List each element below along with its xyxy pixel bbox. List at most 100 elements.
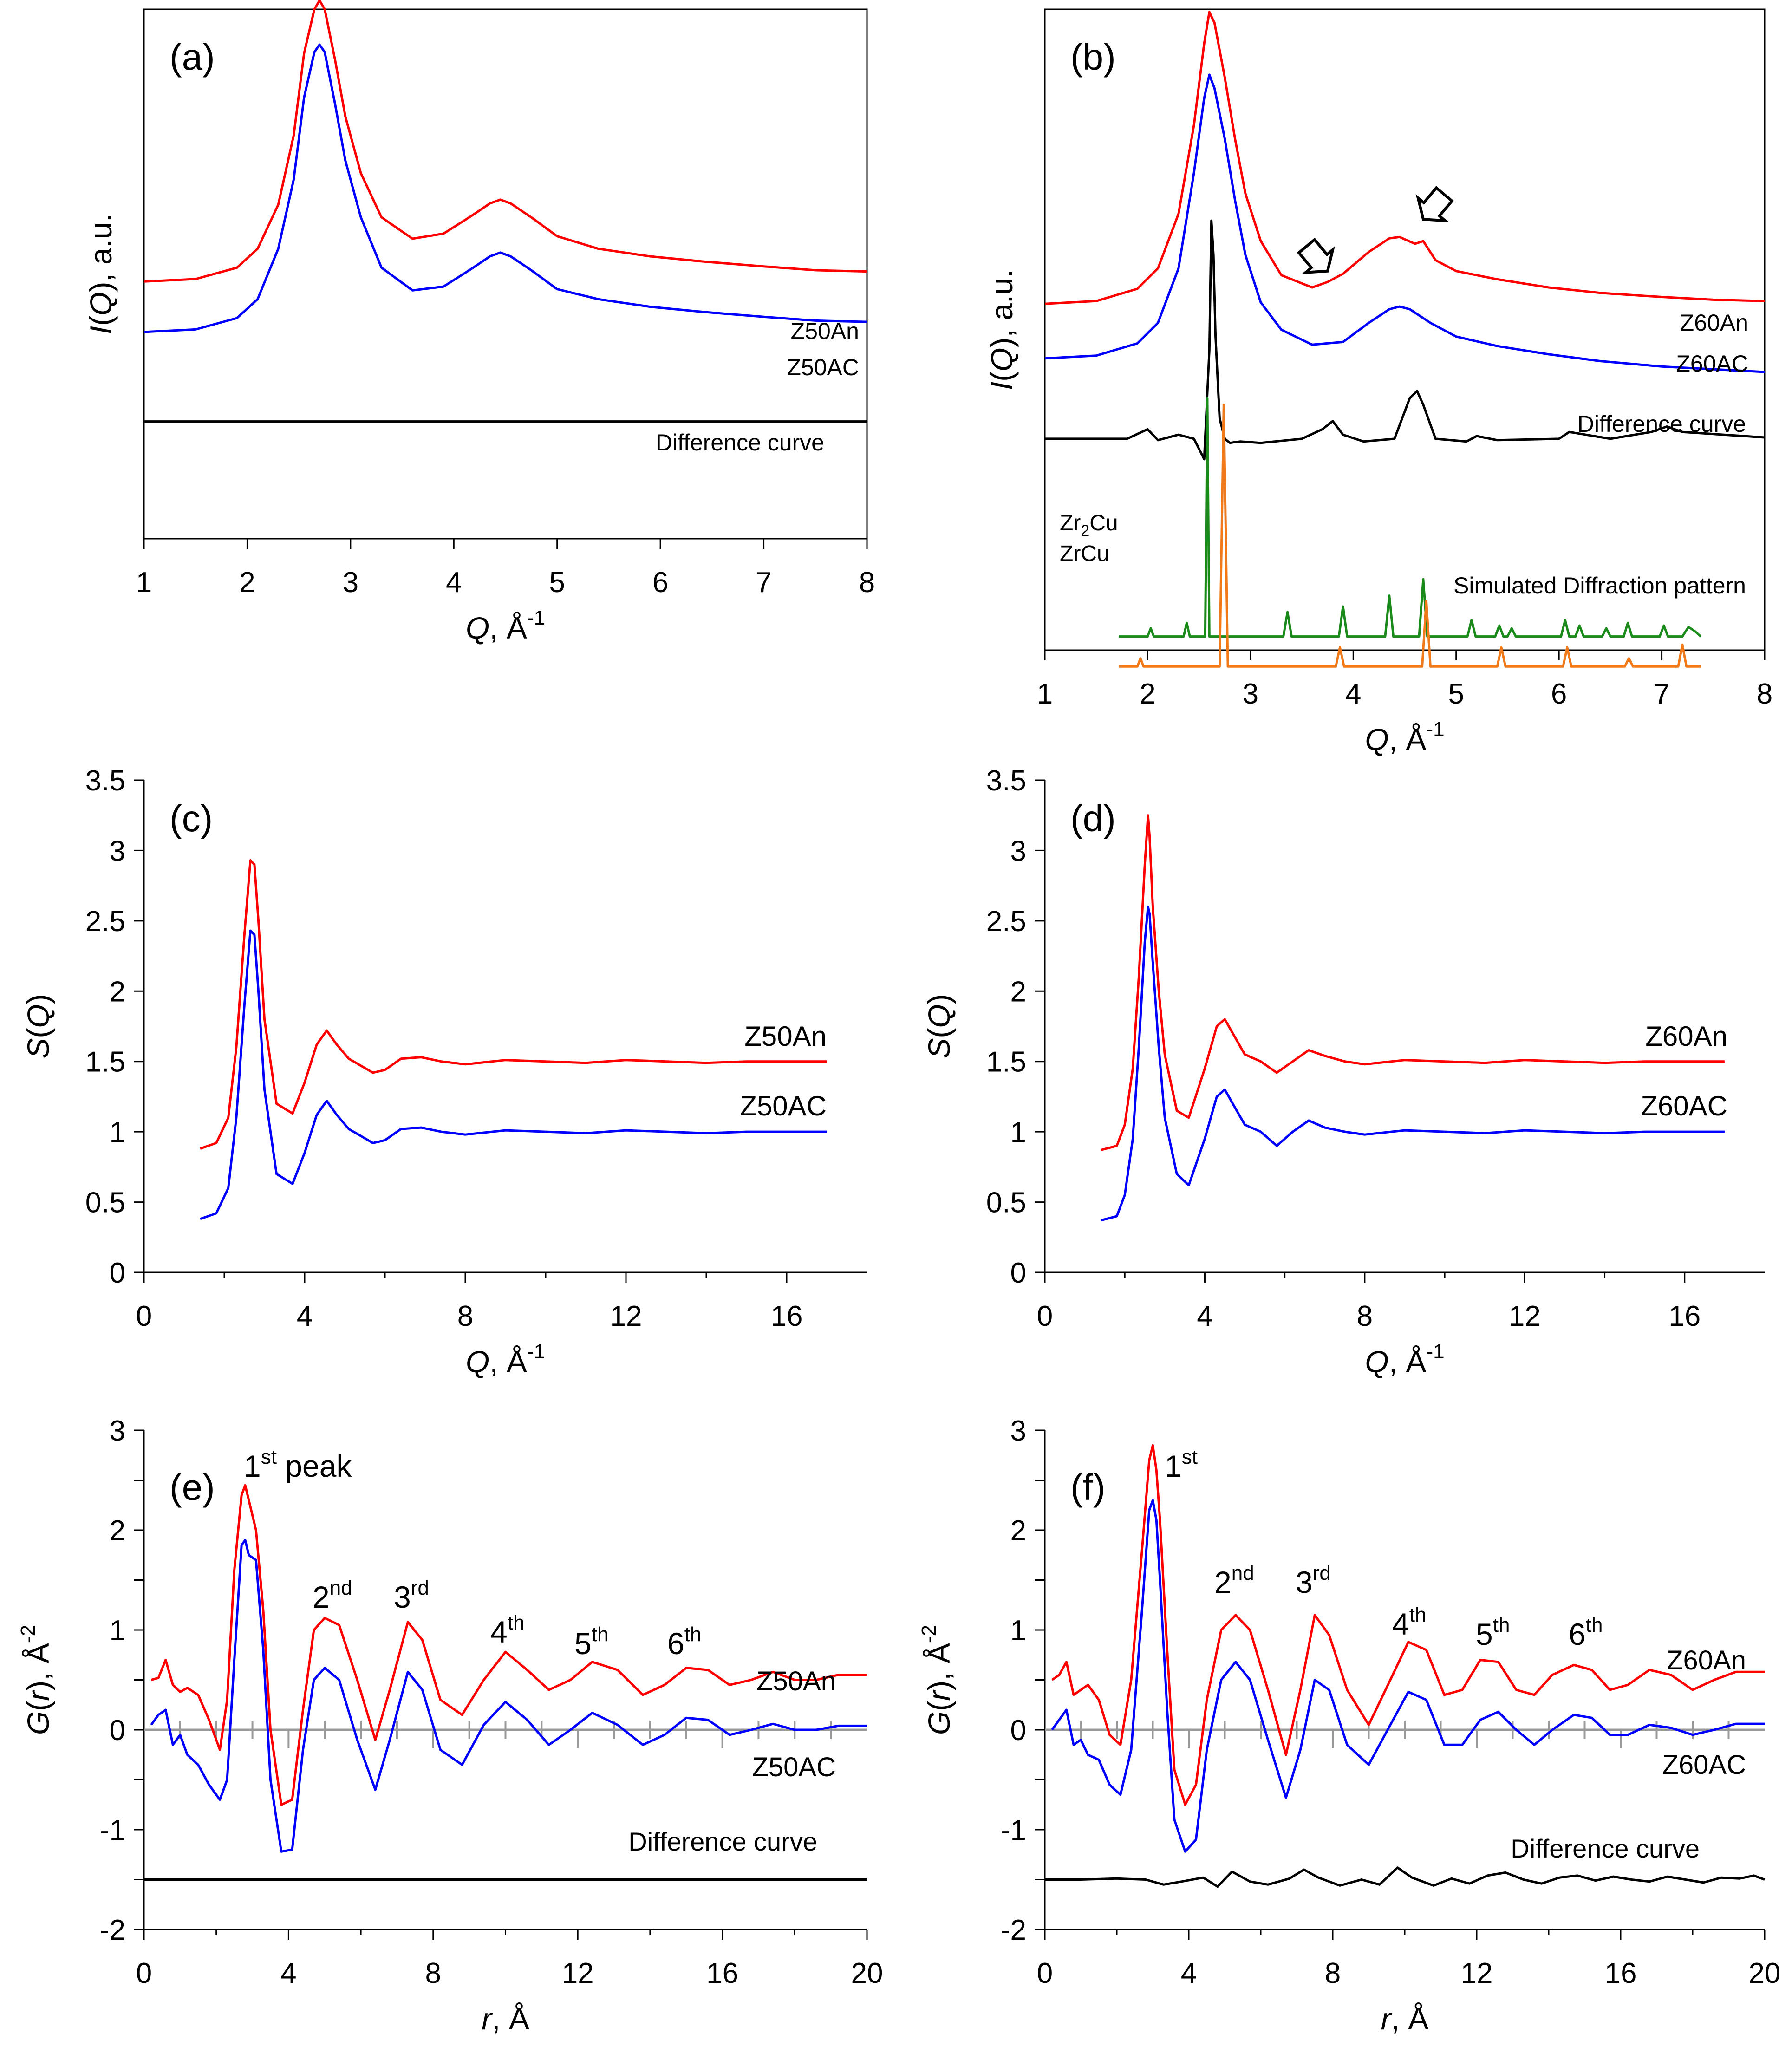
x-tick-label-c: 4 [297, 1300, 313, 1332]
label-z60an: Z60An [1680, 310, 1748, 336]
x-tick-label-d: 4 [1197, 1300, 1212, 1332]
x-tick-label-f: 20 [1749, 1957, 1781, 1989]
x-tick-label-f: 0 [1037, 1957, 1053, 1989]
peak-label-3rd: 3rd [394, 1577, 429, 1614]
panel-label-e: (e) [169, 1467, 215, 1508]
x-tick-label-e: 4 [280, 1957, 296, 1989]
peak-label-5th: 5th [1476, 1614, 1510, 1651]
y-tick-label-c: 2.5 [85, 906, 125, 938]
y-tick-label-c: 2 [110, 976, 125, 1008]
y-axis-title-c: S(Q) [21, 994, 55, 1058]
series-a-z50an [143, 0, 867, 283]
label-z50an: Z50An [756, 1666, 836, 1696]
panel-label-d: (d) [1070, 798, 1116, 839]
peak-label-4th: 4th [1392, 1604, 1426, 1641]
panel-a: 1 2 3 4 5 6 7 8 (a) Q, Å-1 I(Q), a.u. Z50An Z50AC Dif… [84, 0, 875, 645]
y-axis-title-f: G(r), Å-2 [918, 1625, 956, 1735]
x-tick-label-e: 16 [706, 1957, 738, 1989]
series-b-zr2cu [1119, 397, 1702, 638]
x-axis-title-f: r, Å [1381, 2001, 1429, 2036]
y-tick-label-e: 3 [110, 1415, 125, 1447]
y-tick-label-d: 0 [1010, 1257, 1026, 1289]
peak-label-5th: 5th [574, 1623, 608, 1661]
y-tick-label-e: 1 [110, 1615, 125, 1647]
peak-label-4th: 4th [490, 1611, 524, 1649]
panel-d: 0 4 8 12 16 0 0.5 1 1.5 2 2.5 3 3.5 (d) Q, Å-1 S(Q) Z60A… [922, 765, 1765, 1379]
x-tick-label-a: 4 [446, 567, 462, 599]
y-tick-label-c: 3 [110, 835, 125, 867]
label-z50ac: Z50AC [787, 354, 859, 380]
x-tick-label-b: 7 [1654, 678, 1669, 710]
label-zr2cu: Zr2Cu [1060, 511, 1118, 540]
y-tick-label-c: 0.5 [85, 1187, 125, 1219]
series-e-z50ac [150, 1539, 867, 1853]
x-tick-label-a: 8 [859, 567, 875, 599]
peak-label-3rd: 3rd [1296, 1562, 1331, 1599]
panel-label-a: (a) [169, 36, 215, 78]
peak-label-1st: 1st peak [244, 1446, 352, 1483]
series-a-z50ac [143, 43, 867, 333]
panel-c: 0 4 8 12 16 0 0.5 1 1.5 2 2.5 3 3.5 (c) Q, Å-1 S(Q) Z50A… [21, 765, 867, 1379]
series-f-z60an [1051, 1444, 1765, 1806]
x-tick-label-a: 2 [239, 567, 255, 599]
x-axis-title-d: Q, Å-1 [1365, 1340, 1444, 1379]
y-tick-label-c: 0 [110, 1257, 125, 1289]
x-tick-label-b: 1 [1037, 678, 1053, 710]
series-d-z60an [1100, 814, 1725, 1151]
x-tick-label-c: 16 [771, 1300, 803, 1332]
y-tick-label-e: 0 [110, 1714, 125, 1747]
x-axis-title-c: Q, Å-1 [466, 1340, 545, 1379]
y-tick-label-d: 0.5 [986, 1187, 1026, 1219]
label-zrcu: ZrCu [1060, 541, 1109, 566]
y-tick-label-f: -2 [1001, 1914, 1026, 1946]
y-tick-label-e: 2 [110, 1515, 125, 1547]
x-tick-label-b: 5 [1448, 678, 1464, 710]
y-tick-label-f: 3 [1010, 1415, 1026, 1447]
plot-frame-a [143, 8, 868, 540]
peak-label-2nd: 2nd [1214, 1562, 1254, 1599]
label-z50an: Z50An [744, 1021, 827, 1052]
series-b-difference-curve [1045, 219, 1765, 461]
y-tick-label-f: 1 [1010, 1615, 1026, 1647]
x-tick-label-e: 20 [851, 1957, 883, 1989]
y-tick-label-c: 1.5 [85, 1046, 125, 1078]
label-difference-curve: Difference curve [1577, 411, 1746, 437]
series-f-z60ac [1051, 1499, 1765, 1853]
x-tick-label-d: 16 [1668, 1300, 1701, 1332]
arrow-marker [1415, 186, 1454, 222]
x-tick-label-e: 0 [136, 1957, 152, 1989]
series-b-zrcu [1119, 404, 1701, 668]
label-z60an: Z60An [1667, 1645, 1746, 1675]
x-tick-label-c: 12 [610, 1300, 642, 1332]
y-tick-label-c: 1 [110, 1116, 125, 1148]
y-axis-title-a: I(Q), a.u. [84, 214, 118, 334]
x-tick-label-e: 8 [425, 1957, 441, 1989]
y-axis-title-d: S(Q) [922, 994, 956, 1058]
label-z50an: Z50An [791, 318, 859, 344]
x-axis-title-b: Q, Å-1 [1365, 718, 1444, 756]
x-tick-label-b: 6 [1551, 678, 1567, 710]
y-tick-label-d: 2 [1010, 976, 1026, 1008]
label-difference-curve: Difference curve [656, 430, 824, 456]
plot-frame-b [1044, 8, 1766, 651]
y-axis-title-e: G(r), Å-2 [17, 1625, 55, 1735]
x-tick-label-b: 8 [1757, 678, 1772, 710]
x-tick-label-a: 7 [756, 567, 771, 599]
series-f-difference-curve [1045, 1866, 1765, 1888]
label-difference-curve: Difference curve [1511, 1834, 1700, 1863]
series-b-z60ac [1044, 73, 1765, 373]
y-tick-label-d: 2.5 [986, 906, 1026, 938]
label-z60ac: Z60AC [1662, 1750, 1746, 1780]
x-tick-label-b: 2 [1140, 678, 1155, 710]
y-tick-label-d: 3 [1010, 835, 1026, 867]
x-tick-label-e: 12 [562, 1957, 594, 1989]
panel-b: 1 2 3 4 5 6 7 8 (b) Q, Å-1 I(Q), a.u. Z60An Z60AC Dif… [984, 8, 1772, 756]
x-tick-label-f: 16 [1605, 1957, 1637, 1989]
x-tick-label-f: 4 [1181, 1957, 1197, 1989]
label-z60ac: Z60AC [1641, 1090, 1727, 1121]
x-tick-label-a: 5 [549, 567, 565, 599]
panel-label-b: (b) [1070, 36, 1116, 78]
panel-label-c: (c) [169, 798, 213, 839]
y-tick-label-d: 1 [1010, 1116, 1026, 1148]
